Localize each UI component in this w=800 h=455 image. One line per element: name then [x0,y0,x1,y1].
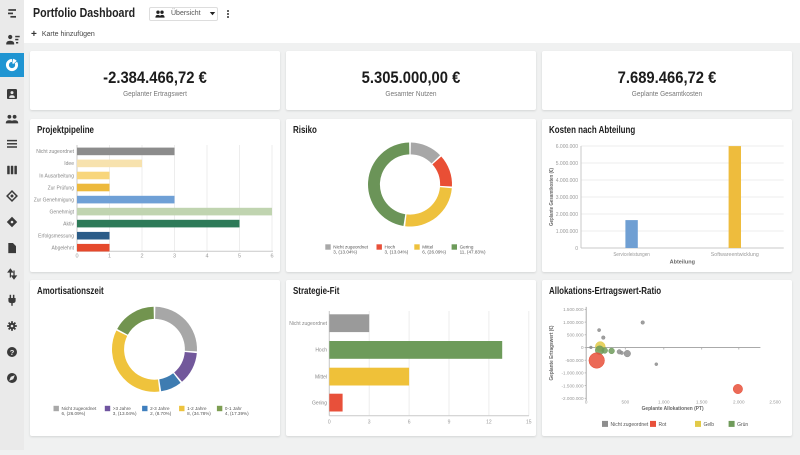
svg-text:1-2 Jahre: 1-2 Jahre [187,405,207,410]
svg-text:3, (13.04%): 3, (13.04%) [385,249,409,254]
svg-text:3.000.000: 3.000.000 [556,194,578,200]
svg-text:Gering: Gering [460,244,474,249]
svg-text:12: 12 [486,419,492,425]
svg-text:Nicht zugeordnet: Nicht zugeordnet [333,244,368,249]
svg-text:Erfolgsmessung: Erfolgsmessung [38,233,74,239]
svg-text:500.000: 500.000 [567,332,584,337]
svg-text:-1.000.000: -1.000.000 [562,370,584,375]
svg-text:Nicht zugeordnet: Nicht zugeordnet [62,405,97,410]
svg-text:1.000.000: 1.000.000 [563,319,584,324]
svg-text:2.000.000: 2.000.000 [556,211,578,217]
svg-text:8, (34.78%): 8, (34.78%) [187,411,211,416]
svg-text:Idee: Idee [64,161,74,167]
svg-text:Zur Prüfung: Zur Prüfung [48,185,75,191]
svg-text:Geplante Allokationen (PT): Geplante Allokationen (PT) [642,406,704,412]
svg-text:1: 1 [108,253,111,259]
svg-text:Gelb: Gelb [704,421,715,427]
svg-text:6, (26.09%): 6, (26.09%) [422,249,446,254]
svg-text:2, (8.70%): 2, (8.70%) [150,411,172,416]
svg-text:4: 4 [205,253,208,259]
svg-text:Mittel: Mittel [315,374,327,380]
svg-text:1.500: 1.500 [696,399,708,404]
svg-text:Nicht zugeordnet: Nicht zugeordnet [289,321,327,327]
svg-text:0: 0 [585,399,588,404]
svg-text:3, (13.04%): 3, (13.04%) [113,411,137,416]
svg-text:0-1 Jahr: 0-1 Jahr [225,405,242,410]
svg-text:2: 2 [140,253,143,259]
svg-text:-1.500.000: -1.500.000 [562,383,584,388]
svg-text:5.000.000: 5.000.000 [556,160,578,166]
svg-text:Geplante Gesamtkosten (€): Geplante Gesamtkosten (€) [549,167,555,225]
svg-text:-2.000.000: -2.000.000 [562,396,584,401]
svg-text:6: 6 [270,253,273,259]
svg-text:Grün: Grün [737,421,748,427]
svg-text:3: 3 [368,419,371,425]
svg-text:1.000: 1.000 [658,399,670,404]
svg-text:15: 15 [526,419,532,425]
svg-text:>3 Jahre: >3 Jahre [113,405,131,410]
svg-text:2.000: 2.000 [733,399,745,404]
svg-text:Rot: Rot [659,421,667,427]
svg-text:-500.000: -500.000 [565,357,584,362]
svg-text:Genehmigt: Genehmigt [50,209,75,215]
svg-text:2-3 Jahre: 2-3 Jahre [150,405,170,410]
svg-text:3: 3 [173,253,176,259]
svg-text:0: 0 [328,419,331,425]
svg-text:?: ? [10,348,15,357]
svg-text:Nicht zugeordnet: Nicht zugeordnet [611,421,649,427]
svg-text:Mittel: Mittel [422,244,433,249]
svg-text:Hoch: Hoch [385,244,396,249]
svg-text:4.000.000: 4.000.000 [556,177,578,183]
svg-text:0: 0 [75,253,78,259]
svg-text:Hoch: Hoch [315,347,327,353]
svg-text:9: 9 [448,419,451,425]
svg-text:2.500: 2.500 [769,399,781,404]
svg-text:Abgelehnt: Abgelehnt [51,245,74,251]
svg-text:500: 500 [621,399,629,404]
svg-text:Aktiv: Aktiv [63,221,74,227]
svg-text:5: 5 [238,253,241,259]
svg-text:11, (47.83%): 11, (47.83%) [460,249,486,254]
svg-text:6.000.000: 6.000.000 [556,143,578,149]
svg-text:6, (26.09%): 6, (26.09%) [62,411,86,416]
svg-text:0: 0 [575,245,578,251]
svg-text:6: 6 [408,419,411,425]
svg-text:Softwareentwicklung: Softwareentwicklung [711,252,759,258]
svg-text:Gering: Gering [312,400,327,406]
svg-text:3, (13.04%): 3, (13.04%) [333,249,357,254]
svg-text:1.000.000: 1.000.000 [556,228,578,234]
svg-text:Geplante Ertragswert (€): Geplante Ertragswert (€) [549,325,555,380]
svg-text:Abteilung: Abteilung [670,259,695,265]
svg-text:Nicht zugeordnet: Nicht zugeordnet [36,149,74,155]
svg-text:In Ausarbeitung: In Ausarbeitung [39,173,74,179]
svg-text:0: 0 [581,345,584,350]
svg-text:1.500.000: 1.500.000 [563,307,584,312]
svg-text:4, (17.39%): 4, (17.39%) [225,411,249,416]
svg-text:Zur Genehmigung: Zur Genehmigung [34,197,75,203]
svg-text:Serviceleistungen: Serviceleistungen [613,252,650,258]
